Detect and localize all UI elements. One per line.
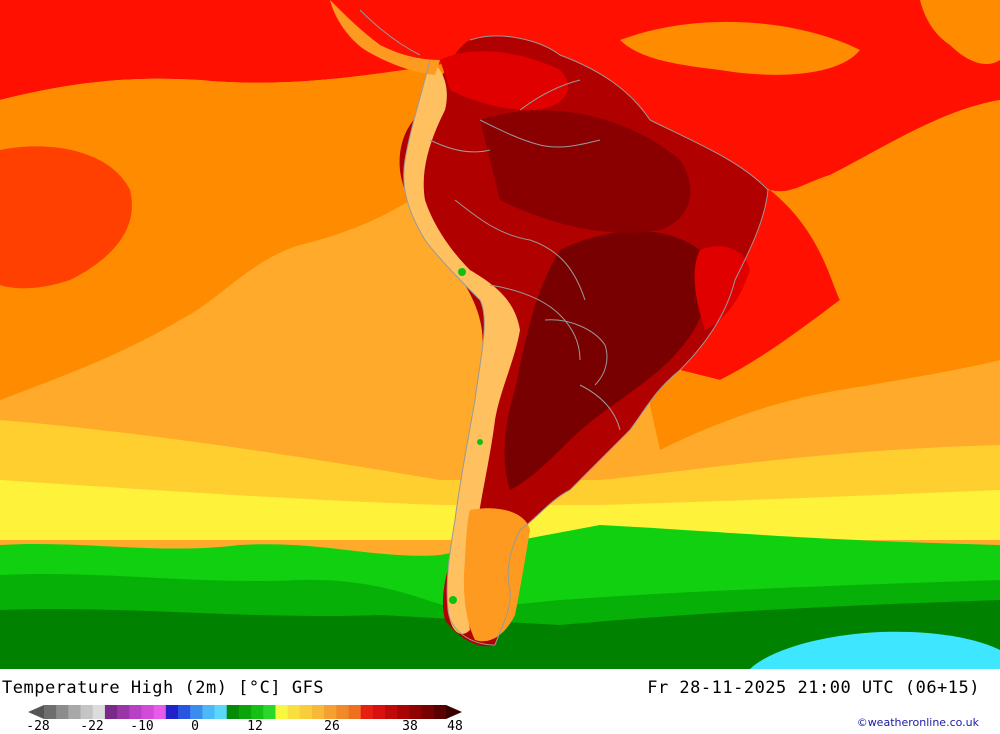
legend-swatch	[56, 705, 69, 719]
legend-swatch	[226, 705, 240, 719]
legend-swatch	[421, 705, 435, 719]
legend-tick-label: -10	[130, 719, 154, 734]
legend-swatch	[68, 705, 81, 719]
ocean-cyan	[750, 631, 1000, 669]
legend-swatch	[190, 705, 203, 719]
legend-swatch	[129, 705, 142, 719]
ocean-redspot-ne	[620, 21, 860, 75]
country-borders	[359, 9, 769, 646]
legend-swatch	[263, 705, 276, 719]
legend-swatch	[360, 705, 374, 719]
legend-tick-label: 48	[447, 719, 463, 734]
legend-tick-label: 12	[247, 719, 263, 734]
andes-cold-spot-3	[449, 596, 457, 604]
red-patch-east	[694, 246, 750, 330]
legend-swatch	[165, 705, 179, 719]
andes-ridge	[403, 60, 520, 634]
legend-tick-label: 26	[324, 719, 340, 734]
legend-swatch	[397, 705, 410, 719]
legend-swatch	[92, 705, 106, 719]
andes-cold-spot-1	[458, 268, 466, 276]
legend-swatch	[178, 705, 191, 719]
legend-swatch	[238, 705, 252, 719]
legend-swatch	[299, 705, 313, 719]
legend-swatch	[385, 705, 398, 719]
legend-swatch	[409, 705, 423, 719]
legend-swatch	[214, 705, 228, 719]
legend-swatch	[141, 705, 155, 719]
ocean-yellow-band	[0, 420, 1000, 520]
legend-swatch	[348, 705, 362, 719]
legend-swatch	[80, 705, 94, 719]
hot-core-brazil	[504, 231, 709, 490]
red-patch-north	[440, 51, 569, 110]
legend-low-arrow	[28, 705, 44, 719]
andes-cold-spot-2	[477, 439, 483, 445]
ocean-redspot-west	[0, 146, 132, 289]
legend-swatch	[372, 705, 386, 719]
map-title: Temperature High (2m) [°C] GFS	[2, 678, 325, 698]
legend-tick-label: 38	[402, 719, 418, 734]
legend-swatch	[44, 705, 57, 719]
caribbean-islands-ne	[920, 0, 1000, 65]
legend-swatch	[324, 705, 337, 719]
ocean-orange-east	[640, 100, 1000, 450]
legend-tick-label: -22	[80, 719, 104, 734]
legend-swatch	[202, 705, 215, 719]
legend-swatch	[312, 705, 325, 719]
patagonia-region	[463, 508, 530, 642]
legend-tick-label: 0	[191, 719, 199, 734]
legend-swatch	[104, 705, 118, 719]
legend-tick-label: -28	[26, 719, 50, 734]
legend-swatch	[153, 705, 167, 719]
hot-core-north	[480, 110, 691, 233]
credit-link[interactable]: ©weatheronline.co.uk	[856, 716, 979, 729]
legend-swatch	[433, 705, 447, 719]
legend-swatch	[336, 705, 349, 719]
legend-swatch	[287, 705, 301, 719]
valid-time: Fr 28-11-2025 21:00 UTC (06+15)	[647, 678, 980, 698]
legend-swatch	[117, 705, 130, 719]
legend-swatch	[251, 705, 264, 719]
ocean-orange-west	[0, 60, 470, 400]
footer-bar	[0, 669, 1000, 733]
legend-high-arrow	[446, 705, 462, 719]
color-legend	[28, 705, 462, 719]
legend-swatch	[275, 705, 289, 719]
temperature-map	[0, 0, 1000, 669]
central-america	[330, 0, 440, 75]
